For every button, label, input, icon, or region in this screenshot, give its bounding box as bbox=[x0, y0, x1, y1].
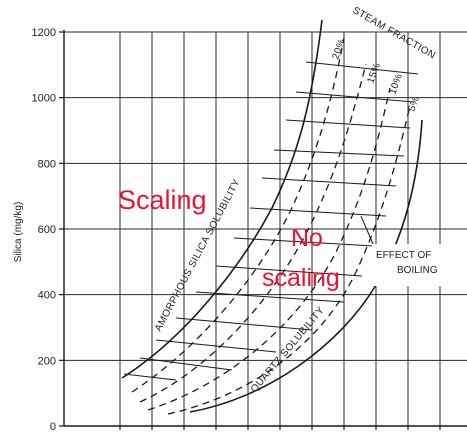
isotherm-line bbox=[155, 339, 277, 353]
isotherm-line bbox=[139, 357, 233, 371]
steam-fraction-label-20: 20% bbox=[330, 37, 348, 61]
curves bbox=[121, 19, 423, 415]
isotherm-line bbox=[261, 177, 397, 187]
effect-of-boiling-pointer bbox=[360, 215, 374, 245]
y-tick-label: 1000 bbox=[32, 93, 56, 105]
annotation-background bbox=[372, 244, 456, 286]
isotherm-line bbox=[215, 265, 363, 277]
grid bbox=[64, 31, 467, 426]
y-axis-label: Silica (mg/kg) bbox=[13, 202, 24, 263]
y-tick-label: 1200 bbox=[32, 27, 56, 39]
y-tick-label: 400 bbox=[38, 290, 56, 302]
y-tick-label: 0 bbox=[50, 421, 56, 433]
amorphous-silica-curve bbox=[121, 19, 323, 379]
steam-fraction-label-10: 10% bbox=[387, 72, 405, 96]
y-tick-label: 600 bbox=[38, 224, 56, 236]
isotherm-line bbox=[295, 91, 415, 103]
isotherm-line bbox=[249, 207, 387, 217]
isotherm-line bbox=[195, 291, 345, 303]
no-scaling-region-label-line1: No bbox=[291, 224, 323, 252]
isotherm-line bbox=[233, 237, 375, 247]
effect-of-boiling-label-line1: EFFECT OF bbox=[376, 250, 431, 261]
steam-curve-20 bbox=[131, 37, 345, 393]
y-tick-label: 800 bbox=[38, 158, 56, 170]
isotherm-line bbox=[273, 149, 405, 157]
isotherm-line bbox=[285, 119, 411, 129]
isotherm-line bbox=[175, 317, 313, 331]
steam-curve-15 bbox=[139, 63, 367, 403]
quartz-solubility-label: QUARTZ SOLUBILITY bbox=[249, 305, 327, 395]
steam-fraction-title: STEAM FRACTION bbox=[351, 5, 438, 61]
steam-fraction-label-15: 15% bbox=[365, 61, 383, 85]
y-tick-labels: 0 200 400 600 800 1000 1200 bbox=[32, 27, 56, 433]
scaling-region-label: Scaling bbox=[118, 185, 207, 215]
y-tick-label: 200 bbox=[38, 355, 56, 367]
steam-fraction-label-5: 5% bbox=[406, 95, 422, 113]
steam-curve-5 bbox=[167, 105, 411, 415]
effect-of-boiling-label-line2: BOILING bbox=[397, 265, 438, 276]
axes bbox=[59, 30, 467, 430]
isotherm-line bbox=[305, 61, 419, 75]
no-scaling-region-label-line2: scaling bbox=[262, 264, 340, 292]
steam-curve-10 bbox=[147, 87, 391, 411]
isotherm-line bbox=[123, 373, 177, 381]
